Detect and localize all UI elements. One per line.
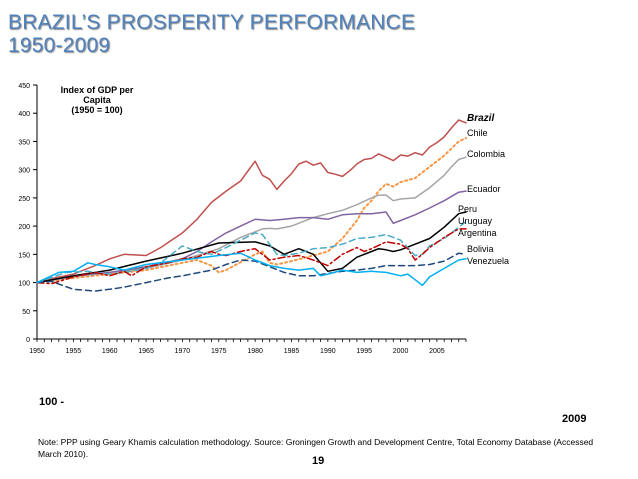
y-tick-label: 250 (18, 196, 30, 203)
series-line-ecuador (36, 190, 467, 284)
x-tick-label: 2000 (393, 348, 409, 355)
x-tick-label: 1980 (247, 348, 263, 355)
right-marker-label: 2009 (562, 413, 587, 425)
y-tick-label: 200 (18, 224, 30, 231)
y-tick-label: 450 (18, 83, 30, 90)
series-line-peru (36, 211, 467, 284)
series-label-argentina: Argentina (458, 228, 497, 238)
y-tick-label: 0 (26, 337, 30, 344)
series-line-venezuela (36, 252, 467, 287)
series-line-colombia (36, 156, 467, 284)
series-line-argentina (36, 228, 467, 285)
source-note: Note: PPP using Geary Khamis calculation… (38, 437, 594, 459)
gdp-index-chart: 0 50 100 150 200 250 300 350 400 450 1950 1955 1960 1… (18, 83, 509, 355)
series-label-uruguay: Uruguay (458, 216, 493, 226)
series-line-uruguay (36, 220, 467, 284)
series-label-chile: Chile (467, 128, 488, 138)
chart-annotation-line: Capita (83, 95, 112, 105)
series-label-peru: Peru (458, 204, 477, 214)
series-label-brazil: Brazil (467, 113, 494, 124)
x-tick-label: 1990 (320, 348, 336, 355)
series-line-bolivia (36, 252, 467, 292)
series-label-bolivia: Bolivia (467, 244, 494, 254)
slide-title-line-1: BRAZIL’S PROSPERITY PERFORMANCE (8, 11, 416, 34)
x-tick-label: 1975 (211, 348, 227, 355)
series-line-brazil (36, 119, 467, 284)
chart-annotation-line: (1950 = 100) (71, 105, 122, 115)
y-tick-label: 150 (18, 252, 30, 259)
x-tick-label: 1955 (66, 348, 82, 355)
x-tick-label: 1965 (138, 348, 154, 355)
series-label-colombia: Colombia (467, 149, 505, 159)
y-tick-label: 100 (18, 281, 30, 288)
y-tick-label: 350 (18, 139, 30, 146)
x-tick-label: 1960 (102, 348, 118, 355)
chart-annotation-line: Index of GDP per (61, 85, 134, 95)
x-tick-label: 1970 (175, 348, 191, 355)
left-marker-label: 100 - (39, 396, 65, 408)
page-number: 19 (312, 455, 325, 467)
slide-title-line-2: 1950-2009 (8, 34, 111, 57)
x-tick-label: 2005 (429, 348, 445, 355)
series-label-ecuador: Ecuador (467, 184, 501, 194)
x-tick-label: 1995 (356, 348, 372, 355)
x-tick-label: 1950 (29, 348, 45, 355)
y-tick-label: 300 (18, 168, 30, 175)
x-tick-label: 1985 (284, 348, 300, 355)
series-label-venezuela: Venezuela (467, 256, 509, 266)
series-line-chile (36, 137, 467, 284)
y-tick-label: 400 (18, 111, 30, 118)
y-tick-label: 50 (22, 309, 30, 316)
